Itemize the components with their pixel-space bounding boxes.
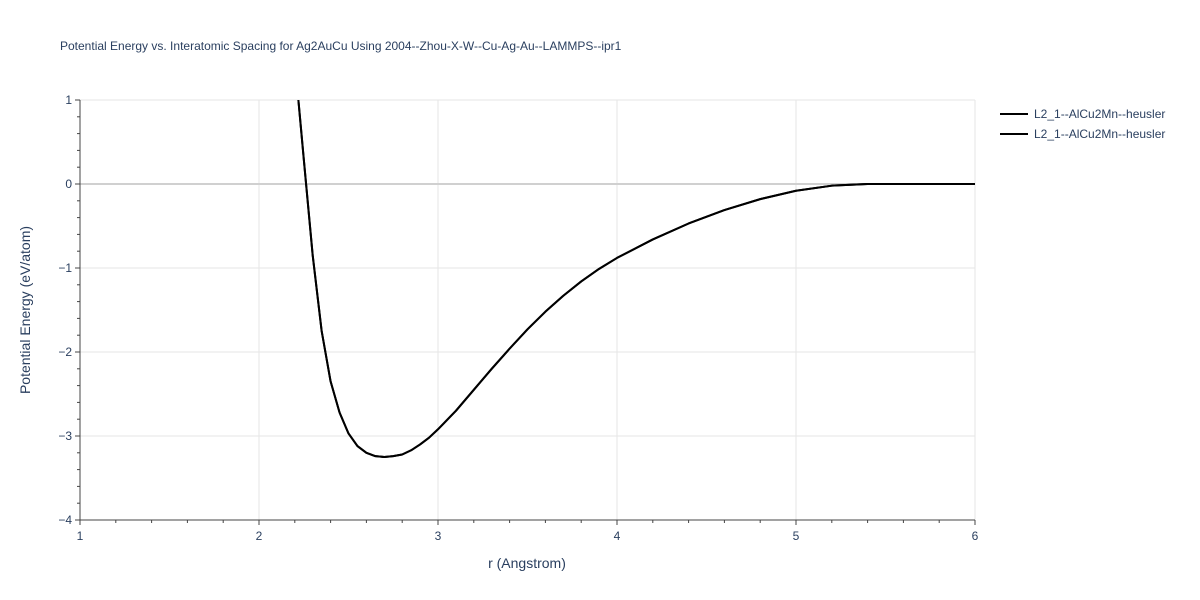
- x-tick-label: 5: [793, 529, 800, 543]
- y-tick-label: −1: [58, 261, 72, 275]
- x-tick-label: 1: [77, 529, 84, 543]
- legend-item-1[interactable]: L2_1--AlCu2Mn--heusler: [1000, 107, 1165, 121]
- x-axis-title: r (Angstrom): [488, 555, 566, 571]
- legend-label: L2_1--AlCu2Mn--heusler: [1034, 127, 1165, 141]
- x-tick-label: 3: [435, 529, 442, 543]
- axes: [79, 100, 975, 521]
- y-axis-ticks: −4 −3 −2 −1 0 1: [58, 93, 80, 527]
- y-tick-label: 1: [65, 93, 72, 107]
- y-tick-label: 0: [65, 177, 72, 191]
- x-tick-label: 2: [256, 529, 263, 543]
- legend-item-2[interactable]: L2_1--AlCu2Mn--heusler: [1000, 127, 1165, 141]
- legend[interactable]: L2_1--AlCu2Mn--heusler L2_1--AlCu2Mn--heu…: [1000, 107, 1165, 141]
- y-tick-label: −2: [58, 345, 72, 359]
- y-tick-label: −3: [58, 429, 72, 443]
- x-tick-label: 4: [614, 529, 621, 543]
- y-tick-label: −4: [58, 513, 72, 527]
- x-axis-ticks: 1 2 3 4 5 6: [77, 520, 979, 543]
- grid-lines: [80, 99, 976, 520]
- chart-title: Potential Energy vs. Interatomic Spacing…: [60, 39, 622, 53]
- series-line-2: [297, 100, 975, 458]
- legend-label: L2_1--AlCu2Mn--heusler: [1034, 107, 1165, 121]
- x-tick-label: 6: [972, 529, 979, 543]
- plot-area: [297, 100, 975, 458]
- y-axis-title: Potential Energy (eV/atom): [17, 226, 33, 394]
- series-line-1: [297, 100, 975, 458]
